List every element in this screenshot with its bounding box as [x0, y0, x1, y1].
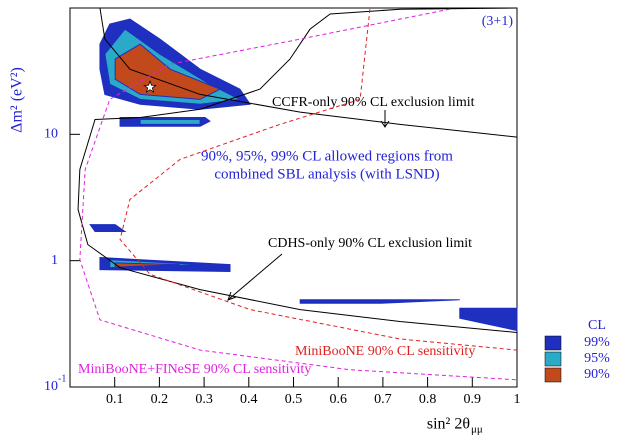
- allowed-region: [459, 307, 518, 332]
- annotation: MiniBooNE 90% CL sensitivity: [295, 344, 475, 359]
- y-tick-label: 1: [51, 253, 58, 268]
- y-tick-label-sup: -1: [58, 373, 66, 384]
- annotation: 90%, 95%, 99% CL allowed regions from: [201, 148, 453, 164]
- allowed-region: [89, 224, 127, 233]
- y-axis-label: Δm² (eV²): [9, 67, 26, 133]
- y-tick-label: 10: [44, 127, 58, 142]
- annotation: MiniBooNE+FINeSE 90% CL sensitivity: [78, 362, 311, 377]
- allowed-region: [114, 262, 180, 268]
- legend-label: 90%: [584, 367, 610, 382]
- legend-swatch: [544, 351, 562, 367]
- legend-title: CL: [588, 318, 606, 333]
- best-fit-point: [143, 80, 157, 94]
- legend-swatch: [544, 367, 562, 383]
- x-tick-label: 0.8: [419, 392, 437, 407]
- arrow: [228, 253, 283, 300]
- legend-swatch: [544, 335, 562, 351]
- x-tick-label: 0.7: [374, 392, 392, 407]
- x-axis-label: sin² 2θ: [427, 416, 470, 433]
- exclusion-curve: [119, 9, 518, 351]
- x-tick-label: 0.6: [329, 392, 347, 407]
- legend-label: 99%: [584, 335, 610, 350]
- allowed-region: [299, 299, 460, 304]
- annotation: CDHS-only 90% CL exclusion limit: [268, 236, 472, 251]
- arrow-head: [227, 291, 237, 301]
- x-tick-label: 1: [514, 392, 521, 407]
- y-tick-label: 10: [44, 379, 58, 394]
- x-tick-label: 0.1: [106, 392, 124, 407]
- x-tick-label: 0.2: [151, 392, 169, 407]
- x-axis-label-sub: μμ: [471, 424, 483, 436]
- exclusion-curve: [77, 7, 518, 334]
- x-tick-label: 0.3: [195, 392, 213, 407]
- x-tick-label: 0.5: [285, 392, 303, 407]
- x-tick-label: 0.4: [240, 392, 258, 407]
- annotation: (3+1): [482, 14, 514, 29]
- allowed-region: [114, 43, 222, 100]
- annotation: combined SBL analysis (with LSND): [214, 166, 439, 182]
- exclusion-curve: [79, 8, 518, 381]
- allowed-region: [139, 119, 201, 125]
- annotation: CCFR-only 90% CL exclusion limit: [272, 95, 475, 110]
- x-tick-label: 0.9: [464, 392, 482, 407]
- exclusion-curve: [99, 7, 518, 138]
- legend-label: 95%: [584, 351, 610, 366]
